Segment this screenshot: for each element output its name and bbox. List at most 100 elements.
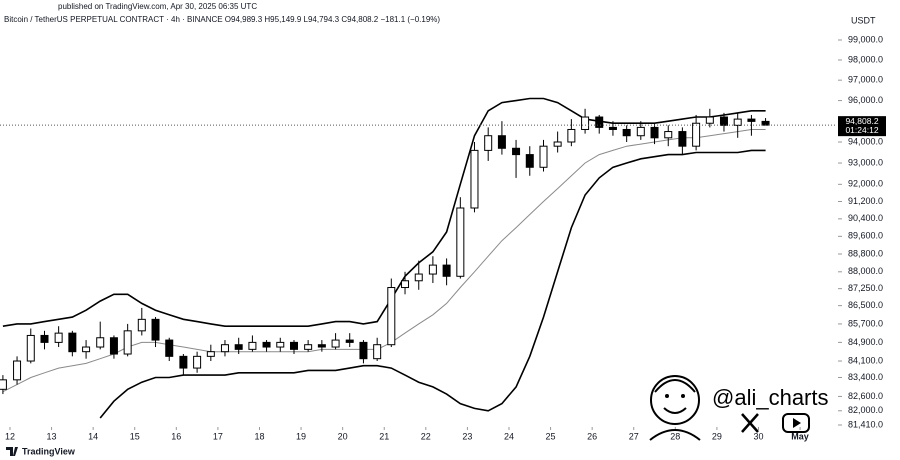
x-tick-label: 13 <box>47 431 57 441</box>
y-tick-label: 96,000.0 <box>848 95 883 105</box>
brand: TradingView <box>6 446 76 456</box>
x-tick-label: 28 <box>670 431 680 441</box>
y-axis-label: USDT <box>851 15 876 25</box>
x-tick-label: 14 <box>88 431 98 441</box>
candle-body <box>581 116 590 130</box>
candle-body <box>193 355 202 369</box>
watermark-handle: @ali_charts <box>712 385 829 410</box>
candle-body <box>206 351 215 357</box>
candle-body <box>539 145 548 168</box>
candle-body <box>262 341 271 348</box>
x-tick-label: 27 <box>629 431 639 441</box>
x-tick-label: 21 <box>379 431 389 441</box>
chart-title: Bitcoin / TetherUS PERPETUAL CONTRACT · … <box>4 15 440 24</box>
candle-body <box>109 337 118 355</box>
candle-body <box>664 131 673 139</box>
x-tick-label: 19 <box>296 431 306 441</box>
brand-logo <box>6 447 18 456</box>
watermark: @ali_charts <box>649 375 829 441</box>
candle-body <box>719 116 728 126</box>
avatar-eye <box>665 394 669 398</box>
candle-body <box>165 339 174 357</box>
last-price-label: 94,808.2 <box>845 116 878 126</box>
y-tick-label: 85,700.0 <box>848 318 883 328</box>
candle-body <box>525 154 534 168</box>
candle-body <box>442 264 451 277</box>
candle-body <box>304 344 313 350</box>
candle-body <box>0 379 7 390</box>
candle-body <box>553 141 562 147</box>
candle-body <box>595 116 604 128</box>
y-tick-label: 88,800.0 <box>848 248 883 258</box>
brand-name: TradingView <box>22 446 76 456</box>
candle-body <box>414 273 423 282</box>
candle-body <box>331 339 340 348</box>
candle-body <box>567 128 576 143</box>
avatar-shoulders <box>649 429 701 441</box>
x-tick-label: 24 <box>504 431 514 441</box>
y-tick-label: 88,000.0 <box>848 266 883 276</box>
candle-body <box>68 332 77 353</box>
y-tick-label: 93,000.0 <box>848 157 883 167</box>
y-tick-label: 94,000.0 <box>848 136 883 146</box>
candle-body <box>692 122 701 147</box>
x-tick-label: 12 <box>5 431 15 441</box>
x-tick-label: 29 <box>712 431 722 441</box>
x-tick-label: 18 <box>254 431 264 441</box>
candle-body <box>26 334 35 362</box>
y-tick-label: 92,000.0 <box>848 179 883 189</box>
candle-body <box>747 118 756 122</box>
x-tick-label: 20 <box>338 431 348 441</box>
published-note: published on TradingView.com, Apr 30, 20… <box>58 2 257 11</box>
last-price-box <box>838 116 886 137</box>
candle-body <box>179 355 188 369</box>
x-tick-label: 22 <box>421 431 431 441</box>
last-price-countdown: 01:24:12 <box>845 125 878 135</box>
candle-body <box>428 264 437 275</box>
candle-body <box>636 126 645 137</box>
plot-area: 99,000.0 98,000.0 97,000.0 96,000.0 94,000.0… <box>0 34 886 441</box>
avatar-smile <box>663 407 687 414</box>
bollinger-band <box>99 149 766 419</box>
candle-body <box>705 116 714 124</box>
candle-body <box>151 318 160 341</box>
candle-body <box>276 341 285 348</box>
candle-body <box>54 332 63 343</box>
candle-body <box>345 339 354 343</box>
candle-body <box>96 337 105 348</box>
x-tick-label: 17 <box>213 431 223 441</box>
x-tick-label: May <box>791 431 809 441</box>
candle-body <box>761 120 770 126</box>
candle-body <box>373 344 382 360</box>
y-tick-label: 81,410.0 <box>848 419 883 429</box>
candle-body <box>13 360 22 381</box>
y-tick-label: 90,400.0 <box>848 213 883 223</box>
y-tick-label: 98,000.0 <box>848 54 883 64</box>
candle-body <box>317 344 326 348</box>
candle-body <box>733 118 742 126</box>
candle-body <box>248 341 257 350</box>
candle-body <box>456 207 465 277</box>
y-tick-label: 83,400.0 <box>848 372 883 382</box>
bollinger-band <box>2 97 766 327</box>
candle-body <box>289 341 298 350</box>
avatar-eye <box>681 394 685 398</box>
y-tick-label: 91,200.0 <box>848 196 883 206</box>
y-tick-label: 82,600.0 <box>848 391 883 401</box>
y-tick-label: 84,900.0 <box>848 337 883 347</box>
x-tick-label: 23 <box>462 431 472 441</box>
candle-body <box>40 334 49 343</box>
y-tick-label: 97,000.0 <box>848 75 883 85</box>
y-tick-label: 84,100.0 <box>848 355 883 365</box>
avatar <box>650 375 700 425</box>
candle-body <box>220 344 229 353</box>
x-tick-label: 15 <box>130 431 140 441</box>
y-tick-label: 82,000.0 <box>848 405 883 415</box>
candle-body <box>470 149 479 209</box>
candle-body <box>82 346 91 353</box>
candle-body <box>387 287 396 346</box>
avatar-hair <box>654 379 696 393</box>
candle-body <box>359 341 368 360</box>
